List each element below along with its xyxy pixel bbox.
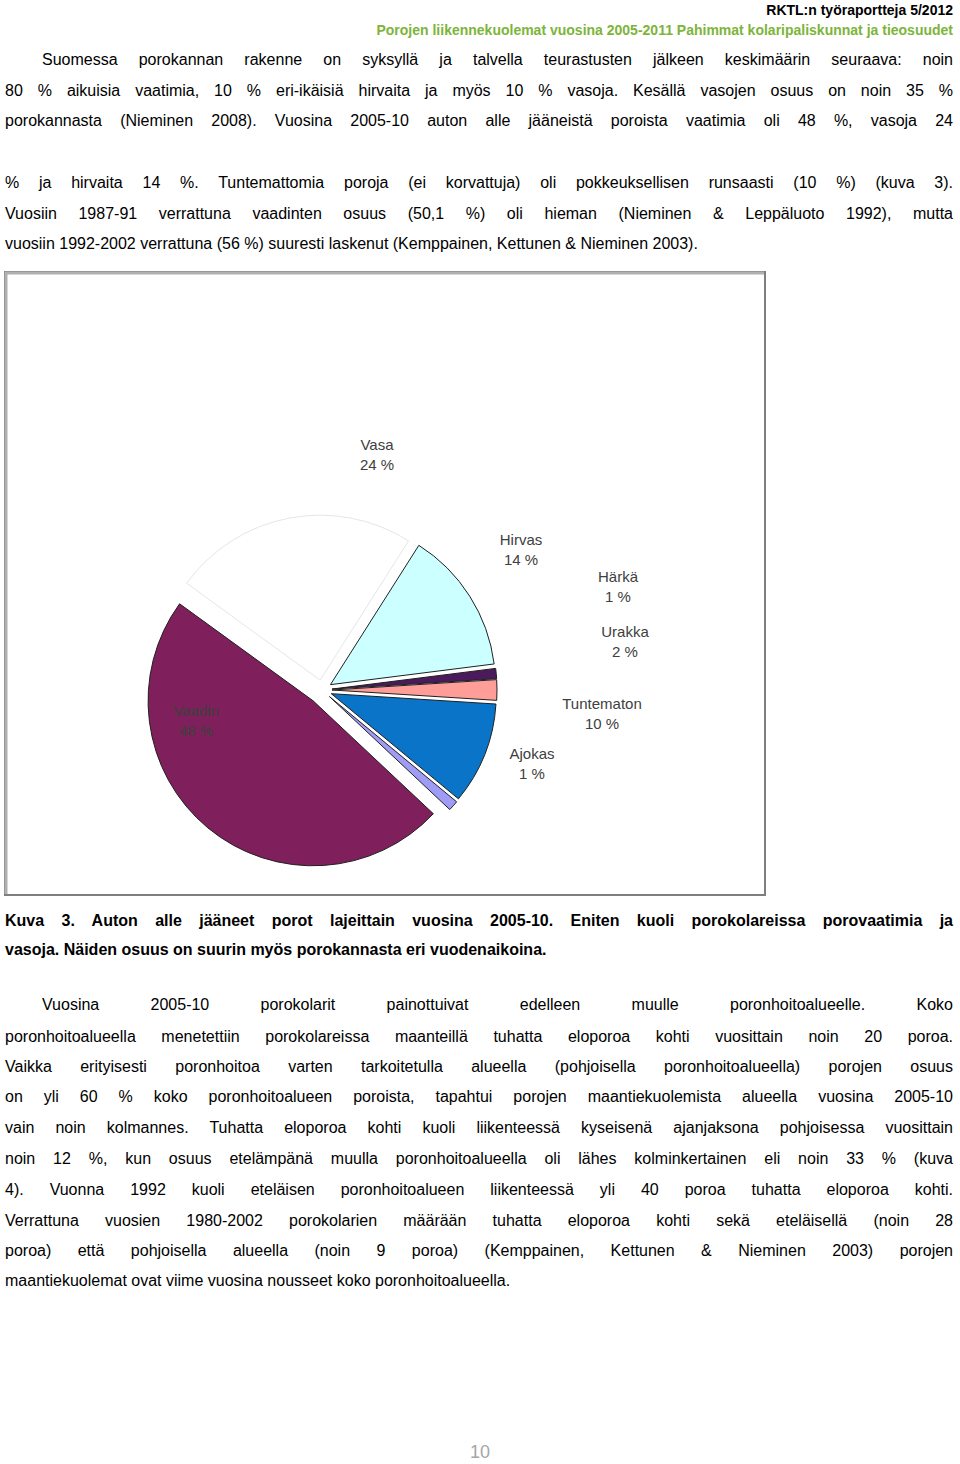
slice-label: Härkä — [598, 568, 639, 585]
slice-value: 1 % — [519, 765, 545, 782]
page-number: 10 — [0, 1442, 960, 1462]
text-line: vuosiin 1992-2002 verrattuna (56 %) suur… — [5, 234, 953, 254]
slice-label: Tuntematon — [562, 695, 642, 712]
text-line: vasoja. Näiden osuus on suurin myös poro… — [5, 940, 953, 960]
slice-label: Vasa — [360, 436, 394, 453]
text-line: Vaikka erityisesti poronhoitoa varten ta… — [5, 1057, 953, 1077]
slice-value: 10 % — [585, 715, 619, 732]
text-line: poroa) että pohjoisella alueella (noin 9… — [5, 1241, 953, 1261]
text-line: on yli 60 % koko poronhoitoalueen porois… — [5, 1087, 953, 1107]
text-line: % ja hirvaita 14 %. Tuntemattomia poroja… — [5, 173, 953, 193]
text-line: Kuva 3. Auton alle jääneet porot lajeitt… — [5, 911, 953, 931]
chart-frame — [5, 272, 765, 895]
header-title: Porojen liikennekuolemat vuosina 2005-20… — [376, 22, 953, 38]
text-line: Verrattuna vuosien 1980-2002 porokolarie… — [5, 1211, 953, 1231]
text-line: Vuosiin 1987-91 verrattuna vaadinten osu… — [5, 204, 953, 224]
text-line: Vuosina 2005-10 porokolarit painottuivat… — [42, 995, 953, 1015]
slice-value: 48 % — [179, 722, 213, 739]
pie-slice — [330, 545, 494, 684]
slice-value: 14 % — [504, 551, 538, 568]
slice-label: Hirvas — [500, 531, 543, 548]
text-line: porokannasta (Nieminen 2008). Vuosina 20… — [5, 111, 953, 131]
text-line: maantiekuolemat ovat viime vuosina nouss… — [5, 1271, 953, 1291]
slice-value: 1 % — [605, 588, 631, 605]
pie-slice — [148, 604, 433, 866]
text-line: noin 12 %, kun osuus etelämpänä muulla p… — [5, 1149, 953, 1169]
text-line: Suomessa porokannan rakenne on syksyllä … — [42, 50, 953, 70]
text-line: 4). Vuonna 1992 kuoli eteläisen poronhoi… — [5, 1180, 953, 1200]
slice-label: Urakka — [601, 623, 649, 640]
slice-label: Vaadin — [173, 702, 219, 719]
header-series: RKTL:n työraportteja 5/2012 — [766, 2, 953, 18]
slice-label: Ajokas — [509, 745, 554, 762]
text-line: 80 % aikuisia vaatimia, 10 % eri-ikäisiä… — [5, 81, 953, 101]
chart-frame-shadow — [6, 273, 764, 894]
slice-value: 24 % — [360, 456, 394, 473]
text-line: vain noin kolmannes. Tuhatta eloporoa ko… — [5, 1118, 953, 1138]
slice-value: 2 % — [612, 643, 638, 660]
text-line: poronhoitoalueella menetettiin porokolar… — [5, 1027, 953, 1047]
chart: Vasa 24 % Hirvas 14 % Härkä 1 % Urakka 2 % Tunte… — [0, 0, 960, 1464]
